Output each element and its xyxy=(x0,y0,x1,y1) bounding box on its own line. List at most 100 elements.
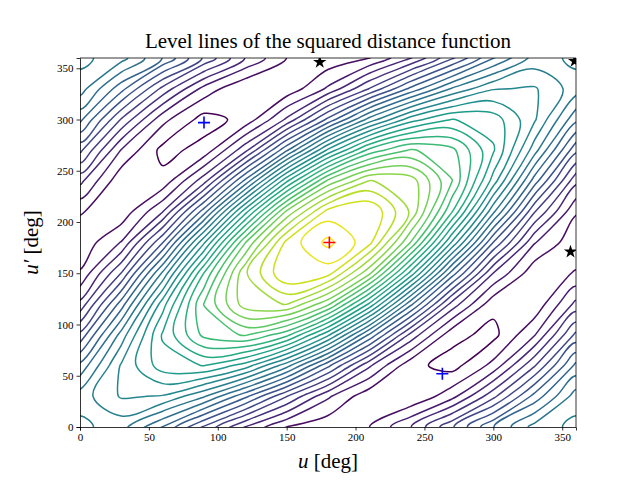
contour-line xyxy=(80,58,576,427)
contour-line xyxy=(204,149,453,335)
tick-label: 50 xyxy=(144,431,156,443)
contour-line xyxy=(411,300,576,427)
contour-line xyxy=(467,342,576,427)
contour-line xyxy=(80,58,576,427)
contour-line xyxy=(151,112,505,374)
contour-level xyxy=(151,112,505,374)
contour-line xyxy=(80,58,576,427)
tick-mark xyxy=(149,427,150,431)
tick-mark xyxy=(77,222,81,223)
tick-label: 250 xyxy=(417,431,434,443)
contour-line xyxy=(80,58,576,427)
axis-line xyxy=(81,428,577,431)
tick-label: 0 xyxy=(68,421,74,433)
contour-level xyxy=(173,128,483,358)
contour-level xyxy=(215,157,442,328)
tick-mark xyxy=(77,325,81,326)
contour-line xyxy=(528,389,576,427)
contour-level xyxy=(301,221,355,263)
contour-level xyxy=(80,58,576,427)
tick-label: 350 xyxy=(57,62,74,74)
tick: 200 xyxy=(348,427,365,443)
tick: 300 xyxy=(57,114,80,126)
contour-line xyxy=(273,201,382,284)
y-axis-title: u′ [deg] xyxy=(19,210,43,275)
tick-label: 50 xyxy=(63,370,75,382)
star-marker xyxy=(568,58,576,67)
contour-line xyxy=(93,69,563,417)
contour-level xyxy=(80,58,576,427)
plus-marker xyxy=(436,368,448,380)
tick: 300 xyxy=(486,427,503,443)
contour-line xyxy=(481,353,576,427)
marker-series xyxy=(323,237,335,249)
contour-line xyxy=(80,58,245,185)
contour-level xyxy=(185,136,470,348)
chart: 0 50 100 150 200 250 300 350 0 50 100 150 200 250 300 3… xyxy=(0,0,640,480)
contour-line xyxy=(80,58,576,427)
contour-level xyxy=(247,180,409,304)
tick: 200 xyxy=(57,216,80,228)
tick-mark xyxy=(562,427,563,431)
title: Level lines of the squared distance func… xyxy=(145,29,512,53)
tick-mark xyxy=(218,427,219,431)
tick-mark xyxy=(77,273,81,274)
contour-level xyxy=(80,58,576,427)
star-marker xyxy=(313,58,326,68)
contour-line xyxy=(391,286,576,427)
contour-line xyxy=(80,58,576,427)
tick-label: 0 xyxy=(78,431,84,443)
marker-series xyxy=(198,117,448,380)
contour-line xyxy=(80,58,162,123)
contour-level xyxy=(80,58,576,427)
contour-line xyxy=(440,322,576,427)
contour-line xyxy=(196,144,460,341)
contour-line xyxy=(118,86,539,398)
contour-level xyxy=(80,58,576,427)
contour-line xyxy=(237,174,419,311)
tick: 350 xyxy=(57,62,80,74)
x-axis-title: u [deg] xyxy=(298,449,358,473)
tick-mark xyxy=(493,427,494,431)
tick-mark xyxy=(287,427,288,431)
contour-line xyxy=(185,136,470,348)
contour-level xyxy=(204,149,453,335)
contour-level xyxy=(80,58,576,427)
tick-mark xyxy=(77,120,81,121)
tick-label: 250 xyxy=(57,165,74,177)
tick-label: 150 xyxy=(279,431,296,443)
tick: 100 xyxy=(57,319,80,331)
tick: 150 xyxy=(279,427,296,443)
contour-level xyxy=(237,174,419,311)
tick-label: 100 xyxy=(210,431,227,443)
tick: 0 xyxy=(68,421,80,433)
contour-level xyxy=(161,119,494,366)
contour-line xyxy=(215,157,442,328)
contour-line xyxy=(80,58,576,427)
marker-series xyxy=(313,58,576,257)
contour-line xyxy=(80,58,94,69)
contour-level xyxy=(196,144,460,341)
tick-label: 200 xyxy=(348,431,365,443)
contour-line xyxy=(80,58,576,427)
plus-marker xyxy=(323,237,335,249)
tick: 350 xyxy=(554,427,571,443)
frame xyxy=(80,58,576,59)
contour-level xyxy=(260,191,395,295)
tick-mark xyxy=(77,171,81,172)
contour-level xyxy=(273,201,382,284)
tick-label: 300 xyxy=(486,431,503,443)
contour-level xyxy=(80,58,576,427)
contour-line xyxy=(301,221,355,263)
contour-level xyxy=(80,58,576,427)
contour-line xyxy=(135,101,520,385)
contour-line xyxy=(454,331,576,427)
tick-label: 200 xyxy=(57,216,74,228)
contour-line xyxy=(80,58,189,143)
contour-line xyxy=(80,58,265,199)
star-marker xyxy=(564,245,576,258)
tick: 150 xyxy=(57,267,80,279)
tick: 250 xyxy=(417,427,434,443)
tick: 100 xyxy=(210,427,227,443)
tick-label: 300 xyxy=(57,114,74,126)
